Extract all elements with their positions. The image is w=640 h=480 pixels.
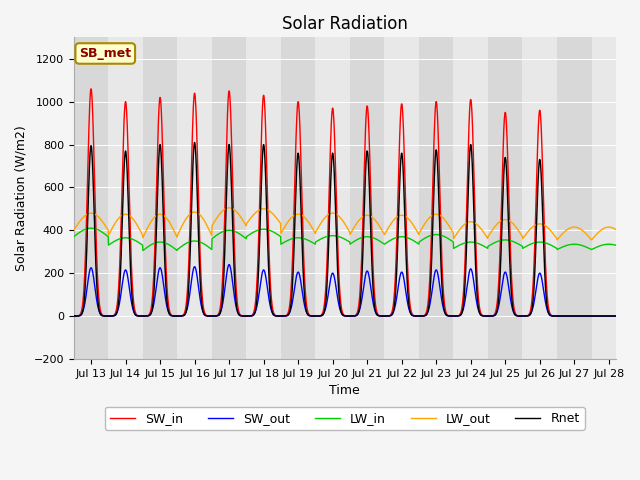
Bar bbox=[143, 37, 177, 359]
Bar bbox=[522, 37, 557, 359]
Y-axis label: Solar Radiation (W/m2): Solar Radiation (W/m2) bbox=[15, 125, 28, 271]
Bar bbox=[488, 37, 522, 359]
Bar bbox=[385, 37, 419, 359]
Bar bbox=[108, 37, 143, 359]
Bar bbox=[350, 37, 385, 359]
Bar bbox=[591, 37, 626, 359]
Bar bbox=[557, 37, 591, 359]
Title: Solar Radiation: Solar Radiation bbox=[282, 15, 408, 33]
X-axis label: Time: Time bbox=[330, 384, 360, 397]
Bar bbox=[74, 37, 108, 359]
Legend: SW_in, SW_out, LW_in, LW_out, Rnet: SW_in, SW_out, LW_in, LW_out, Rnet bbox=[105, 407, 585, 430]
Bar bbox=[316, 37, 350, 359]
Bar bbox=[246, 37, 281, 359]
Bar bbox=[419, 37, 454, 359]
Bar bbox=[212, 37, 246, 359]
Bar bbox=[454, 37, 488, 359]
Bar bbox=[177, 37, 212, 359]
Text: SB_met: SB_met bbox=[79, 47, 131, 60]
Bar bbox=[281, 37, 316, 359]
